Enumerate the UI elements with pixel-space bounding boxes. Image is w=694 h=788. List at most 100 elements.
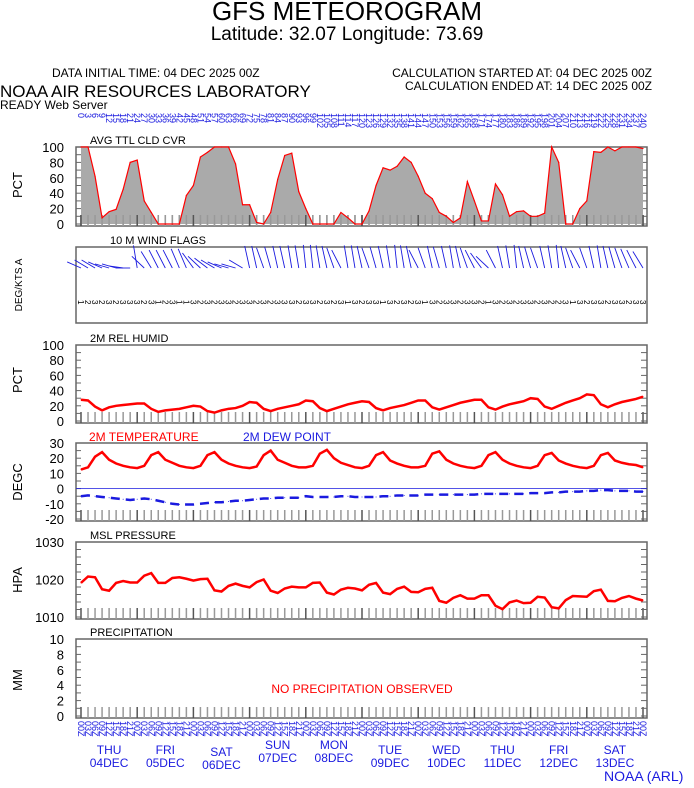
humidity-point	[607, 406, 609, 408]
pressure-point	[523, 602, 525, 604]
wind-barb	[513, 244, 517, 269]
wind-barb	[244, 245, 251, 269]
pressure-point	[586, 596, 588, 598]
wind-speed-label: 2	[554, 300, 563, 305]
legend-dew-point: 2M DEW POINT	[243, 430, 332, 444]
time-label: 06Z	[540, 721, 550, 737]
wind-speed-label: 2	[512, 300, 521, 305]
cloud-point	[417, 175, 419, 177]
pressure-point	[129, 582, 131, 583]
forecast-hour-label: 180	[498, 113, 508, 128]
dew-point-point	[403, 494, 405, 496]
dew-point-point	[150, 498, 152, 500]
temperature-point	[221, 459, 222, 461]
pressure-point	[487, 594, 489, 596]
cloud-point	[199, 156, 202, 158]
cloud-point	[424, 192, 426, 194]
humidity-point	[424, 399, 426, 401]
pressure-point	[494, 605, 496, 607]
forecast-hour-label: 3	[83, 113, 93, 118]
wind-barb	[475, 255, 489, 269]
time-label: 12Z	[104, 721, 114, 737]
pressure-point	[424, 588, 426, 590]
time-label: 15Z	[336, 721, 346, 737]
pressure-point	[642, 600, 644, 601]
wind-barb	[315, 245, 321, 269]
temperature-point	[122, 465, 124, 467]
wind-speed-label: 3	[287, 300, 296, 305]
wind-speed-label: 3	[132, 300, 141, 305]
time-label: 00Z	[469, 721, 479, 737]
temperature-point	[305, 466, 307, 468]
y-tick-label: 0	[57, 414, 64, 429]
temperature-point	[115, 463, 117, 465]
pressure-point	[171, 577, 173, 579]
time-label: 00Z	[188, 721, 198, 737]
wind-speed-label: 3	[385, 300, 394, 305]
wind-speed-label: 3	[364, 300, 373, 305]
dew-point-point	[249, 499, 251, 501]
temperature-point	[431, 453, 433, 455]
time-label: 15Z	[505, 721, 515, 737]
day-of-week-label: WED	[432, 743, 460, 757]
temperature-point	[438, 450, 440, 452]
dew-point-point	[642, 491, 644, 493]
dew-point-point	[291, 497, 293, 499]
dew-point-point	[192, 504, 194, 506]
y-tick-label: 30	[50, 436, 64, 451]
wind-speed-label: 3	[371, 300, 380, 305]
cloud-point	[635, 146, 637, 148]
time-label: 21Z	[238, 721, 248, 737]
pressure-point	[445, 602, 447, 604]
time-label: 06Z	[259, 721, 269, 737]
pressure-point	[389, 593, 391, 595]
y-axis-title: PCT	[10, 172, 25, 198]
dew-point-point	[171, 503, 173, 505]
dew-point-point	[333, 496, 335, 498]
temperature-point	[242, 466, 244, 468]
temperature-point	[312, 465, 314, 467]
wind-barb	[361, 247, 370, 269]
temperature-point	[178, 465, 180, 467]
humidity-point	[249, 401, 251, 403]
dew-point-point	[312, 496, 314, 498]
temperature-point	[157, 451, 159, 453]
temperature-point	[340, 462, 342, 464]
forecast-hour-label: 159	[448, 113, 458, 128]
wind-barb	[417, 247, 426, 269]
wind-barb	[331, 249, 342, 269]
forecast-hour-label: 66	[231, 113, 241, 123]
pressure-point	[277, 592, 279, 594]
pressure-point	[375, 582, 377, 584]
cloud-point	[319, 223, 321, 225]
dew-point-point	[228, 501, 230, 503]
pressure-point	[593, 590, 595, 592]
dew-point-point	[480, 493, 482, 495]
time-label: 18Z	[287, 721, 297, 737]
temperature-point	[502, 459, 503, 461]
dew-point-point	[80, 495, 82, 497]
pressure-point	[143, 575, 145, 577]
wind-barb	[602, 245, 609, 269]
day-of-week-label: SAT	[604, 743, 627, 757]
cloud-point	[305, 208, 307, 210]
date-label: 13DEC	[596, 756, 635, 770]
dew-point-point	[537, 492, 539, 494]
wind-barb	[228, 259, 243, 269]
humidity-point	[178, 408, 180, 410]
humidity-point	[199, 406, 201, 408]
wind-speed-label: 1	[483, 300, 492, 305]
y-tick-label: 10	[50, 632, 64, 647]
pressure-point	[431, 587, 433, 589]
pressure-point	[544, 597, 546, 598]
dew-point-line	[80, 488, 643, 506]
humidity-point	[487, 406, 489, 408]
dew-point-point	[459, 494, 461, 496]
dew-point-point	[466, 494, 468, 496]
pressure-point	[572, 595, 574, 597]
wind-speed-label: 3	[596, 300, 605, 305]
dew-point-point	[382, 495, 384, 497]
humidity-point	[537, 398, 539, 400]
time-label: 15Z	[280, 721, 290, 737]
pressure-point	[256, 581, 258, 583]
